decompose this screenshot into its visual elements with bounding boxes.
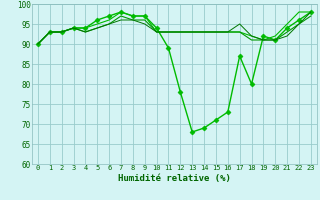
X-axis label: Humidité relative (%): Humidité relative (%) xyxy=(118,174,231,183)
